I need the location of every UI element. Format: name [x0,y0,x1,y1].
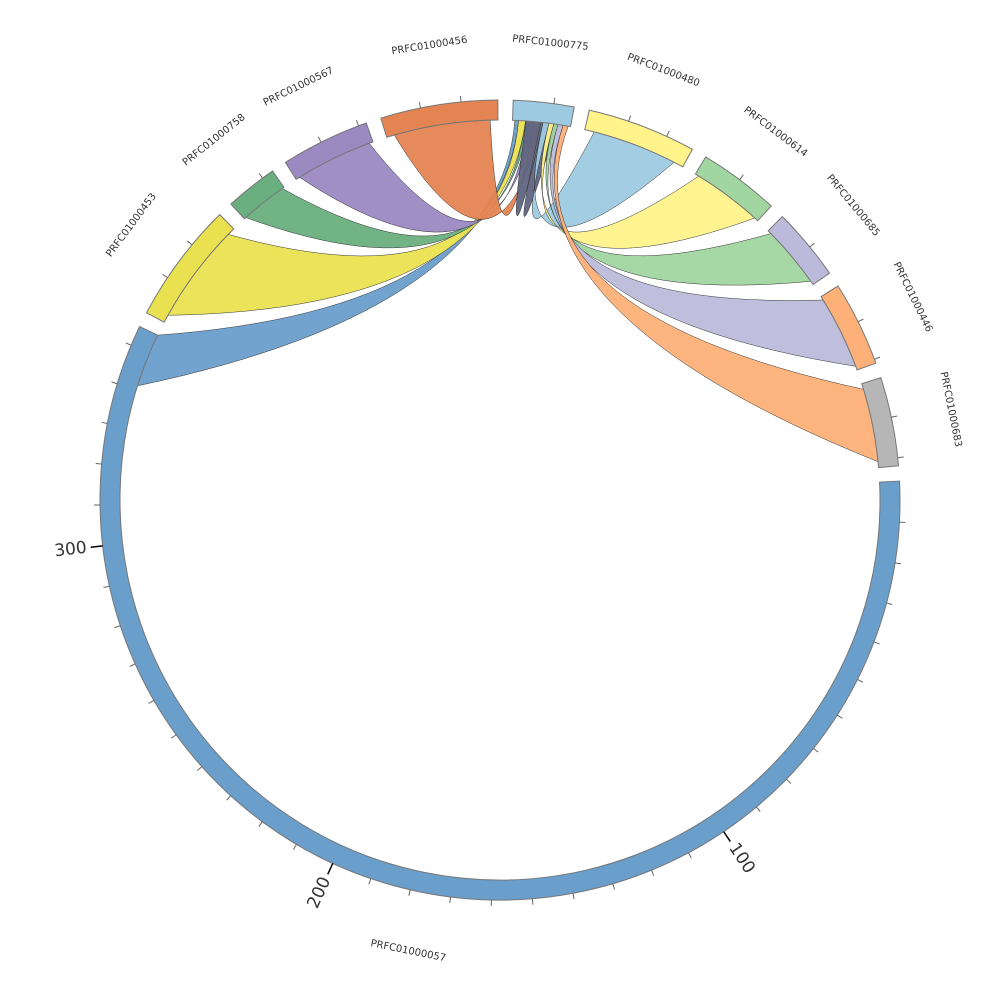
tick [293,844,297,850]
tick [651,870,655,876]
tick [317,136,322,143]
major-tick [723,831,731,843]
tick [226,795,232,801]
tick [688,852,692,859]
tick [111,381,118,385]
group-label: PRFC01000758 [181,112,248,168]
tick-label: 100 [724,839,759,877]
group-label: PRFC01000683 [938,371,964,448]
group-arc [694,156,772,222]
tick [187,240,193,246]
tick [873,641,880,645]
group-arc [99,325,901,901]
tick [258,172,263,179]
group-label: PRFC01000685 [824,173,882,239]
tick [170,734,177,739]
group-arc [230,170,285,220]
tick [114,625,121,629]
tick [894,562,902,565]
tick [813,748,819,753]
tick [368,878,372,885]
group-label: PRFC01000446 [891,260,935,334]
major-tick [327,863,334,875]
group-label: PRFC01000567 [262,65,336,108]
tick [786,778,792,784]
tick [95,462,102,465]
tick [408,889,411,896]
tick [666,130,670,137]
tick-label: 300 [53,538,88,562]
tick [129,663,136,667]
group-arc [512,99,575,128]
group-arc [584,109,694,168]
tick [612,883,615,890]
tick [103,585,110,589]
tick [836,714,843,719]
group-arc [861,376,900,469]
tick [418,101,421,109]
tick [258,821,263,827]
tick [572,893,575,900]
tick [857,318,864,323]
tick [197,766,203,772]
tick [459,95,462,102]
group-arc [820,285,877,371]
group-arc [380,99,499,138]
group-label: PRFC01000453 [104,191,159,259]
major-tick [90,545,103,548]
tick [739,174,744,181]
group-arc [145,213,235,323]
group-arc [284,122,374,181]
tick [897,456,904,459]
group-arc [767,215,831,286]
group-label: PRFC01000480 [626,52,702,90]
tick [874,356,881,360]
tick [125,342,132,346]
tick [891,415,898,418]
tick [162,273,168,279]
tick [553,97,556,104]
tick [449,896,452,903]
tick [886,602,893,605]
ribbons [137,119,879,463]
tick [101,421,108,424]
tick [756,806,761,812]
group-label: PRFC01000614 [741,105,809,160]
group-label: PRFC01000775 [512,34,589,53]
tick [355,120,360,127]
tick [148,699,155,704]
tick [857,678,864,683]
group-label: PRFC01000456 [391,35,468,58]
tick [809,242,815,248]
group-label: PRFC01000057 [370,938,447,964]
tick-label: 200 [303,874,335,912]
tick [628,115,632,122]
